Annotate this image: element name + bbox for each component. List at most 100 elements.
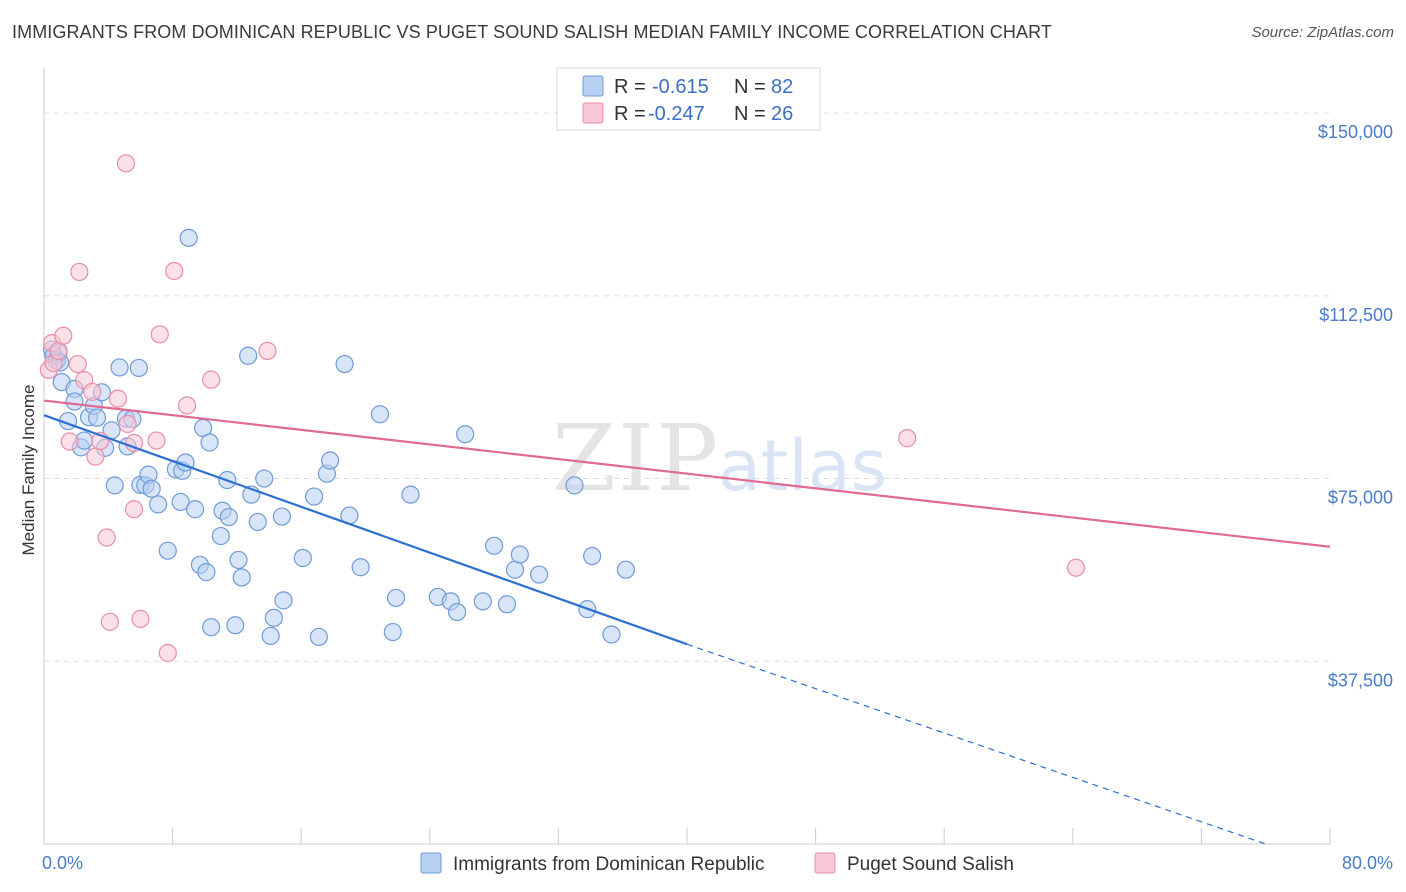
trend-lines bbox=[43, 399, 1331, 845]
blue-point-30 bbox=[171, 492, 190, 512]
blue-point-65 bbox=[386, 588, 406, 608]
blue-point-54 bbox=[274, 591, 293, 610]
legend-n-label-1: N = bbox=[734, 76, 766, 98]
legend-n-label-2: N = bbox=[734, 103, 766, 125]
blue-point-40 bbox=[211, 526, 230, 546]
axes bbox=[43, 68, 1331, 845]
blue-point-72 bbox=[485, 536, 504, 555]
blue-point-33 bbox=[179, 228, 198, 247]
pink-point-5 bbox=[60, 432, 79, 451]
bottom-legend-label-1: Immigrants from Dominican Republic bbox=[453, 854, 765, 875]
blue-point-39 bbox=[202, 618, 221, 637]
y-tick-label-3: $150,000 bbox=[1318, 122, 1393, 142]
bottom-legend: Immigrants from Dominican Republic Puget… bbox=[420, 852, 1014, 875]
pink-point-10 bbox=[86, 447, 105, 466]
pink-point-21 bbox=[150, 325, 169, 344]
blue-point-81 bbox=[616, 560, 636, 579]
blue-point-55 bbox=[293, 548, 312, 568]
blue-point-43 bbox=[219, 507, 238, 527]
pink-point-7 bbox=[70, 262, 89, 282]
pink-point-3 bbox=[49, 341, 68, 360]
legend-r-value-1: -0.615 bbox=[652, 76, 709, 98]
blue-point-49 bbox=[248, 512, 267, 532]
pink-point-22 bbox=[158, 643, 177, 663]
pink-point-6 bbox=[68, 354, 87, 374]
blue-point-69 bbox=[448, 602, 467, 622]
legend-n-value-2: 26 bbox=[771, 103, 793, 125]
watermark-atlas: atlas bbox=[718, 425, 887, 507]
blue-point-28 bbox=[158, 541, 177, 560]
blue-point-79 bbox=[583, 546, 602, 566]
blue-point-38 bbox=[200, 433, 219, 452]
blue-point-27 bbox=[149, 495, 168, 514]
blue-point-74 bbox=[505, 560, 525, 579]
legend-r-label-2: R = bbox=[614, 103, 646, 125]
legend-swatch-blue bbox=[582, 75, 604, 97]
blue-trend-line bbox=[43, 414, 688, 646]
blue-point-66 bbox=[401, 485, 420, 504]
y-tick-label-0: $37,500 bbox=[1328, 670, 1393, 690]
blue-point-45 bbox=[229, 550, 248, 570]
source-label: Source: ZipAtlas.com bbox=[1251, 24, 1394, 41]
blue-trend-extension bbox=[686, 643, 1266, 845]
blue-point-64 bbox=[383, 622, 402, 642]
pink-point-12 bbox=[97, 528, 116, 547]
legend-r-label-1: R = bbox=[614, 76, 646, 98]
blue-point-57 bbox=[309, 627, 328, 647]
pink-point-13 bbox=[100, 612, 120, 631]
pink-point-28 bbox=[1066, 558, 1086, 577]
pink-point-14 bbox=[108, 389, 128, 408]
chart-title: IMMIGRANTS FROM DOMINICAN REPUBLIC VS PU… bbox=[12, 22, 1052, 42]
blue-point-52 bbox=[264, 608, 283, 628]
blue-point-44 bbox=[226, 616, 245, 635]
pink-point-4 bbox=[54, 326, 73, 345]
blue-point-8 bbox=[65, 392, 84, 411]
legend-swatch-pink bbox=[582, 102, 604, 124]
watermark-zip: ZIP bbox=[552, 405, 720, 512]
blue-point-53 bbox=[272, 507, 292, 526]
blue-point-22 bbox=[129, 358, 148, 378]
blue-point-50 bbox=[255, 469, 274, 488]
x-tick-label-1: 80.0% bbox=[1342, 853, 1393, 873]
blue-point-70 bbox=[456, 425, 475, 444]
blue-point-75 bbox=[510, 545, 529, 564]
blue-point-47 bbox=[239, 346, 258, 365]
blue-point-80 bbox=[602, 625, 621, 644]
pink-point-27 bbox=[898, 429, 917, 448]
bottom-legend-label-2: Puget Sound Salish bbox=[847, 854, 1014, 875]
blue-point-17 bbox=[105, 476, 124, 495]
pink-point-18 bbox=[124, 500, 144, 519]
pink-point-16 bbox=[118, 414, 137, 434]
blue-point-46 bbox=[232, 568, 251, 587]
blue-point-13 bbox=[87, 408, 107, 427]
blue-point-60 bbox=[335, 354, 354, 374]
data-points bbox=[39, 154, 1086, 663]
blue-point-18 bbox=[110, 358, 129, 377]
pink-trend-line bbox=[43, 399, 1331, 548]
pink-point-20 bbox=[147, 431, 166, 450]
blue-point-56 bbox=[304, 487, 324, 506]
blue-point-51 bbox=[261, 626, 280, 646]
y-tick-label-1: $75,000 bbox=[1328, 488, 1393, 508]
y-axis-label: Median Family Income bbox=[19, 384, 38, 555]
blue-point-73 bbox=[497, 595, 517, 614]
pink-point-23 bbox=[165, 261, 184, 281]
blue-point-34 bbox=[186, 500, 205, 519]
pink-point-19 bbox=[131, 609, 150, 628]
pink-point-25 bbox=[202, 370, 221, 389]
y-tick-label-2: $112,500 bbox=[1319, 305, 1393, 325]
blue-point-63 bbox=[370, 405, 390, 424]
blue-point-59 bbox=[321, 451, 340, 470]
pink-point-26 bbox=[258, 341, 277, 360]
blue-point-71 bbox=[473, 592, 492, 611]
blue-point-62 bbox=[351, 558, 370, 577]
x-tick-label-0: 0.0% bbox=[42, 853, 83, 873]
top-legend: R = -0.615 N = 82 R = -0.247 N = 26 bbox=[556, 67, 821, 131]
pink-point-9 bbox=[83, 382, 102, 401]
blue-point-26 bbox=[142, 479, 161, 498]
blue-point-76 bbox=[530, 565, 549, 584]
y-tick-labels: $37,500 $75,000 $112,500 $150,000 bbox=[1318, 122, 1393, 690]
blue-point-37 bbox=[197, 563, 216, 582]
legend-n-value-1: 82 bbox=[771, 76, 793, 98]
